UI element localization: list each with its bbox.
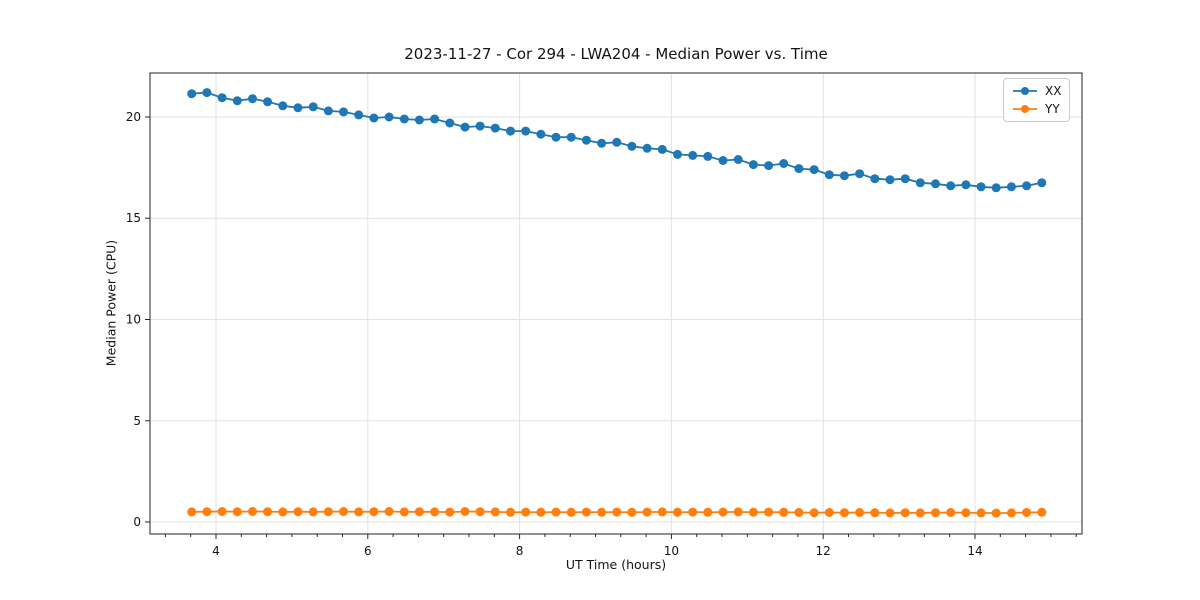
- legend-item-yy: YY: [1012, 102, 1061, 116]
- svg-text:20: 20: [126, 110, 141, 124]
- axis-ticks: 4 6 8 10 12 14 0 5 10 15 20: [126, 110, 1077, 558]
- svg-text:6: 6: [364, 544, 372, 558]
- svg-text:0: 0: [133, 515, 141, 529]
- svg-text:14: 14: [967, 544, 982, 558]
- svg-text:5: 5: [133, 414, 141, 428]
- series-yy-markers: [187, 507, 1047, 518]
- legend-label-yy: YY: [1045, 102, 1060, 116]
- series-xx-markers: [187, 88, 1047, 193]
- legend-label-xx: XX: [1045, 84, 1062, 98]
- legend-item-xx: XX: [1012, 84, 1061, 98]
- legend-line-xx-icon: [1013, 87, 1037, 95]
- axes-spines: [149, 72, 1083, 535]
- svg-text:12: 12: [816, 544, 831, 558]
- legend-line-yy-icon: [1013, 105, 1037, 113]
- svg-text:10: 10: [126, 313, 141, 327]
- x-axis-label: UT Time (hours): [565, 557, 667, 572]
- svg-text:8: 8: [516, 544, 524, 558]
- chart-title: 2023-11-27 - Cor 294 - LWA204 - Median P…: [404, 45, 828, 63]
- svg-text:4: 4: [212, 544, 220, 558]
- svg-text:15: 15: [126, 211, 141, 225]
- legend: XX YY: [1003, 78, 1071, 122]
- grid-lines: [150, 73, 1082, 534]
- svg-text:10: 10: [664, 544, 679, 558]
